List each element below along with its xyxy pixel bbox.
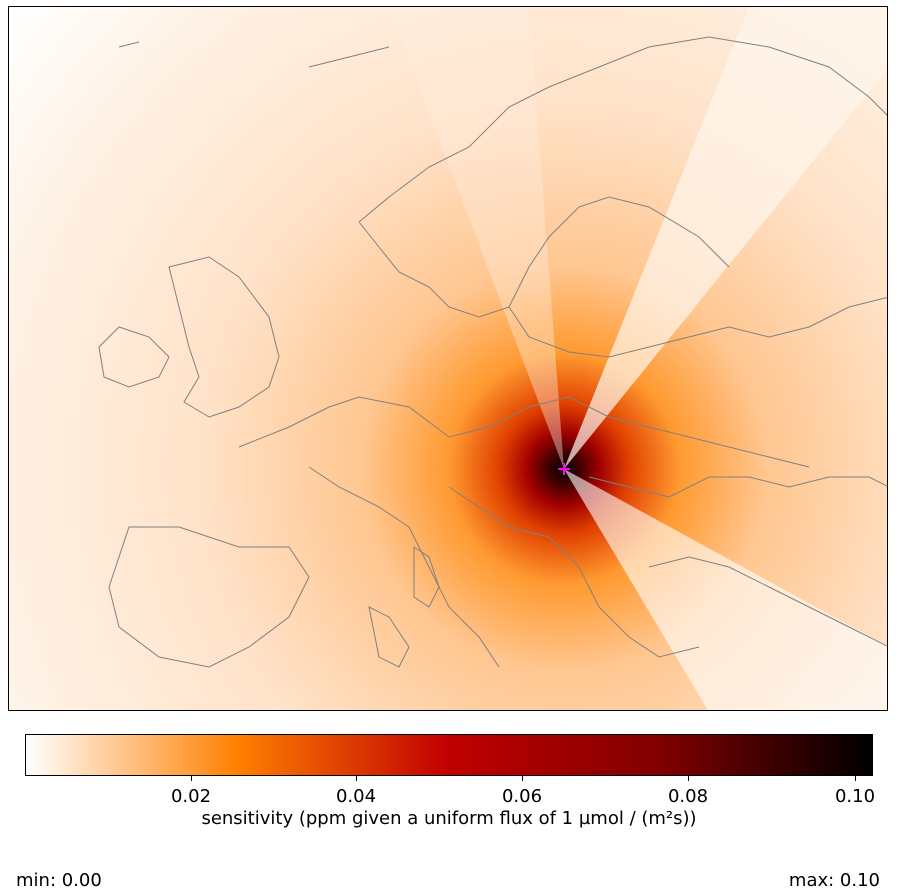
colorbar-tick — [522, 776, 523, 781]
sensitivity-map — [8, 6, 888, 711]
colorbar-tick-label: 0.06 — [501, 786, 543, 807]
colorbar-label: sensitivity (ppm given a uniform flux of… — [201, 808, 697, 829]
colorbar-tick-label: 0.08 — [667, 786, 709, 807]
colorbar-tick-label: 0.10 — [834, 786, 876, 807]
coastlines — [98, 36, 887, 668]
colorbar-tick — [191, 776, 192, 781]
light-sector-north-east — [564, 7, 887, 469]
colorbar-tick — [356, 776, 357, 781]
colorbar-tick-label: 0.02 — [170, 786, 212, 807]
colorbar-tick-label: 0.04 — [335, 786, 377, 807]
colorbar — [25, 734, 873, 776]
min-value: min: 0.00 — [16, 870, 102, 891]
receptor-marker — [558, 463, 570, 475]
max-value: max: 0.10 — [788, 870, 880, 891]
map-svg — [9, 7, 887, 710]
colorbar-tick — [855, 776, 856, 781]
light-sector-south-east — [564, 469, 887, 710]
colorbar-tick — [688, 776, 689, 781]
light-sector-north — [389, 7, 564, 469]
